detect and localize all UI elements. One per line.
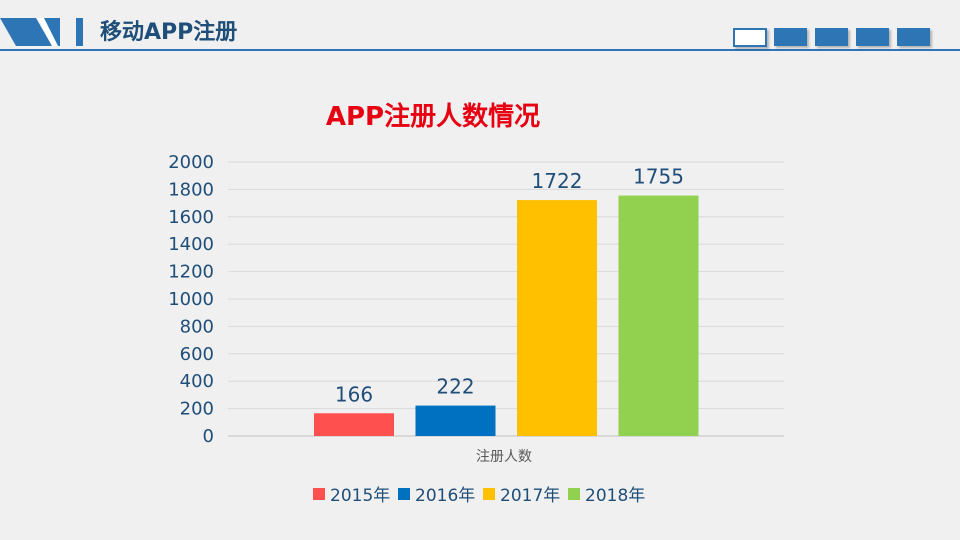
nav-box-5[interactable]	[897, 28, 930, 46]
y-tick-label: 1000	[168, 289, 214, 310]
header-divider	[0, 49, 960, 51]
data-label: 1755	[633, 165, 684, 189]
bar-2016年	[415, 405, 496, 436]
nav-box-1[interactable]	[733, 28, 767, 47]
page-title: 移动APP注册	[100, 20, 238, 45]
y-tick-label: 1400	[168, 234, 214, 255]
legend-label: 2018年	[585, 486, 645, 506]
data-label: 222	[436, 375, 474, 399]
legend-label: 2016年	[415, 486, 475, 506]
header: 移动APP注册	[0, 0, 960, 51]
logo-mark	[0, 18, 83, 46]
y-tick-label: 400	[180, 371, 214, 392]
legend-label: 2017年	[500, 486, 560, 506]
x-category-label: 注册人数	[476, 449, 532, 465]
legend-swatch	[313, 488, 325, 500]
legend-swatch	[568, 488, 580, 500]
nav-box-2[interactable]	[774, 28, 807, 46]
legend-swatch	[398, 488, 410, 500]
y-tick-label: 800	[180, 316, 214, 337]
data-label: 166	[335, 382, 373, 406]
y-tick-label: 0	[203, 426, 214, 447]
data-label: 1722	[532, 169, 583, 193]
y-tick-label: 600	[180, 344, 214, 365]
legend-label: 2015年	[330, 486, 390, 506]
nav-box-3[interactable]	[815, 28, 848, 46]
bar-2017年	[517, 200, 597, 436]
y-tick-label: 2000	[168, 152, 214, 173]
nav-box-4[interactable]	[856, 28, 889, 46]
legend-swatch	[483, 488, 495, 500]
y-tick-label: 1200	[168, 262, 214, 283]
bar-2015年	[314, 413, 394, 436]
bar-2018年	[618, 195, 699, 436]
y-tick-label: 1600	[168, 207, 214, 228]
y-tick-label: 1800	[168, 179, 214, 200]
chart-title: APP注册人数情况	[325, 102, 541, 132]
y-tick-label: 200	[180, 399, 214, 420]
